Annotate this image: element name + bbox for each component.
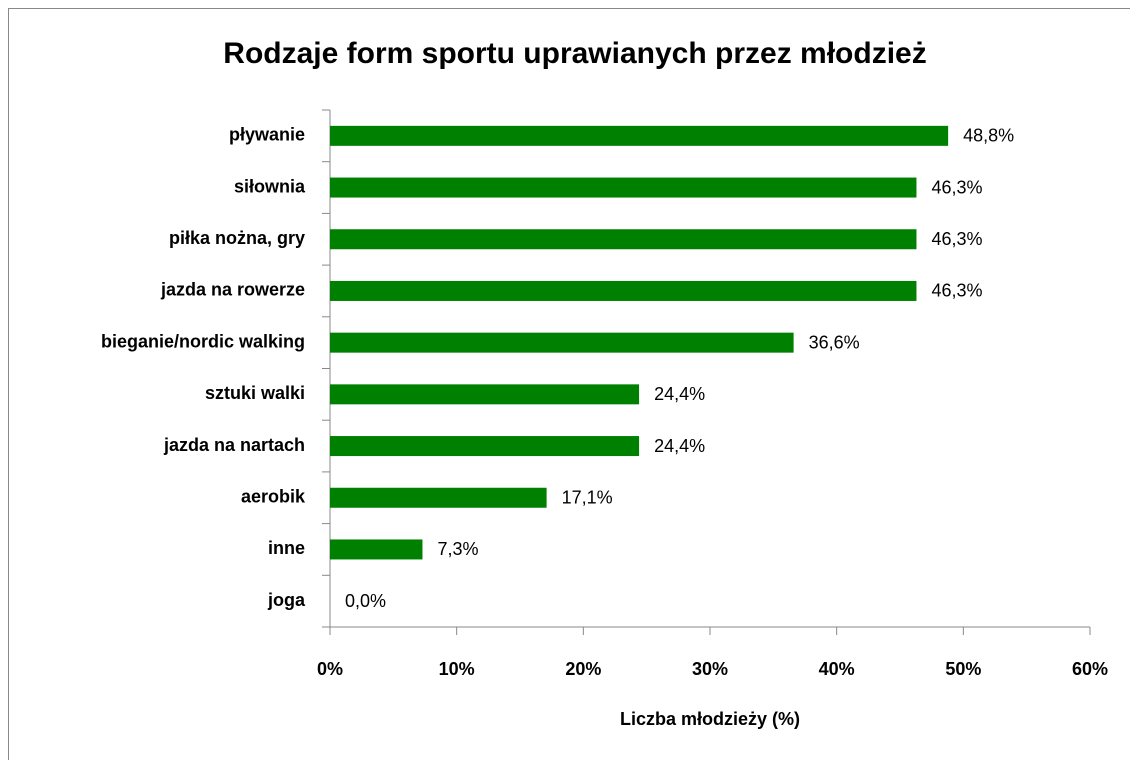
bar [330, 384, 640, 405]
x-tick-label: 30% [692, 659, 728, 679]
value-label: 48,8% [963, 126, 1014, 146]
y-tick-label: bieganie/nordic walking [101, 331, 305, 351]
bar [330, 539, 423, 560]
x-tick-label: 60% [1072, 659, 1108, 679]
x-tick-label: 40% [819, 659, 855, 679]
x-tick-label: 0% [317, 659, 343, 679]
y-tick-label: jazda na nartach [163, 435, 305, 455]
y-tick-label: jazda na rowerze [160, 280, 305, 300]
chart-frame [8, 8, 1130, 760]
x-tick-label: 10% [439, 659, 475, 679]
bar [330, 436, 640, 457]
value-label: 46,3% [931, 229, 982, 249]
y-tick-label: piłka nożna, gry [169, 228, 305, 248]
value-label: 17,1% [562, 488, 613, 508]
value-label: 0,0% [345, 591, 386, 611]
value-label: 36,6% [809, 332, 860, 352]
value-label: 24,4% [654, 436, 705, 456]
value-label: 46,3% [931, 177, 982, 197]
x-axis-label: Liczba młodzieży (%) [620, 709, 800, 729]
y-tick-label: pływanie [229, 125, 305, 145]
value-label: 46,3% [931, 281, 982, 301]
value-label: 7,3% [437, 539, 478, 559]
chart-title: Rodzaje form sportu uprawianych przez mł… [223, 37, 926, 70]
y-tick-label: inne [268, 538, 305, 558]
y-tick-label: joga [267, 590, 306, 610]
bar [330, 125, 949, 146]
y-tick-label: aerobik [241, 487, 306, 507]
bar [330, 332, 794, 353]
bar [330, 229, 917, 250]
value-label: 24,4% [654, 384, 705, 404]
x-tick-label: 20% [565, 659, 601, 679]
bar [330, 177, 917, 198]
y-tick-label: siłownia [234, 176, 306, 196]
x-tick-label: 50% [945, 659, 981, 679]
bar [330, 487, 547, 508]
bar [330, 280, 917, 301]
y-tick-label: sztuki walki [205, 383, 305, 403]
